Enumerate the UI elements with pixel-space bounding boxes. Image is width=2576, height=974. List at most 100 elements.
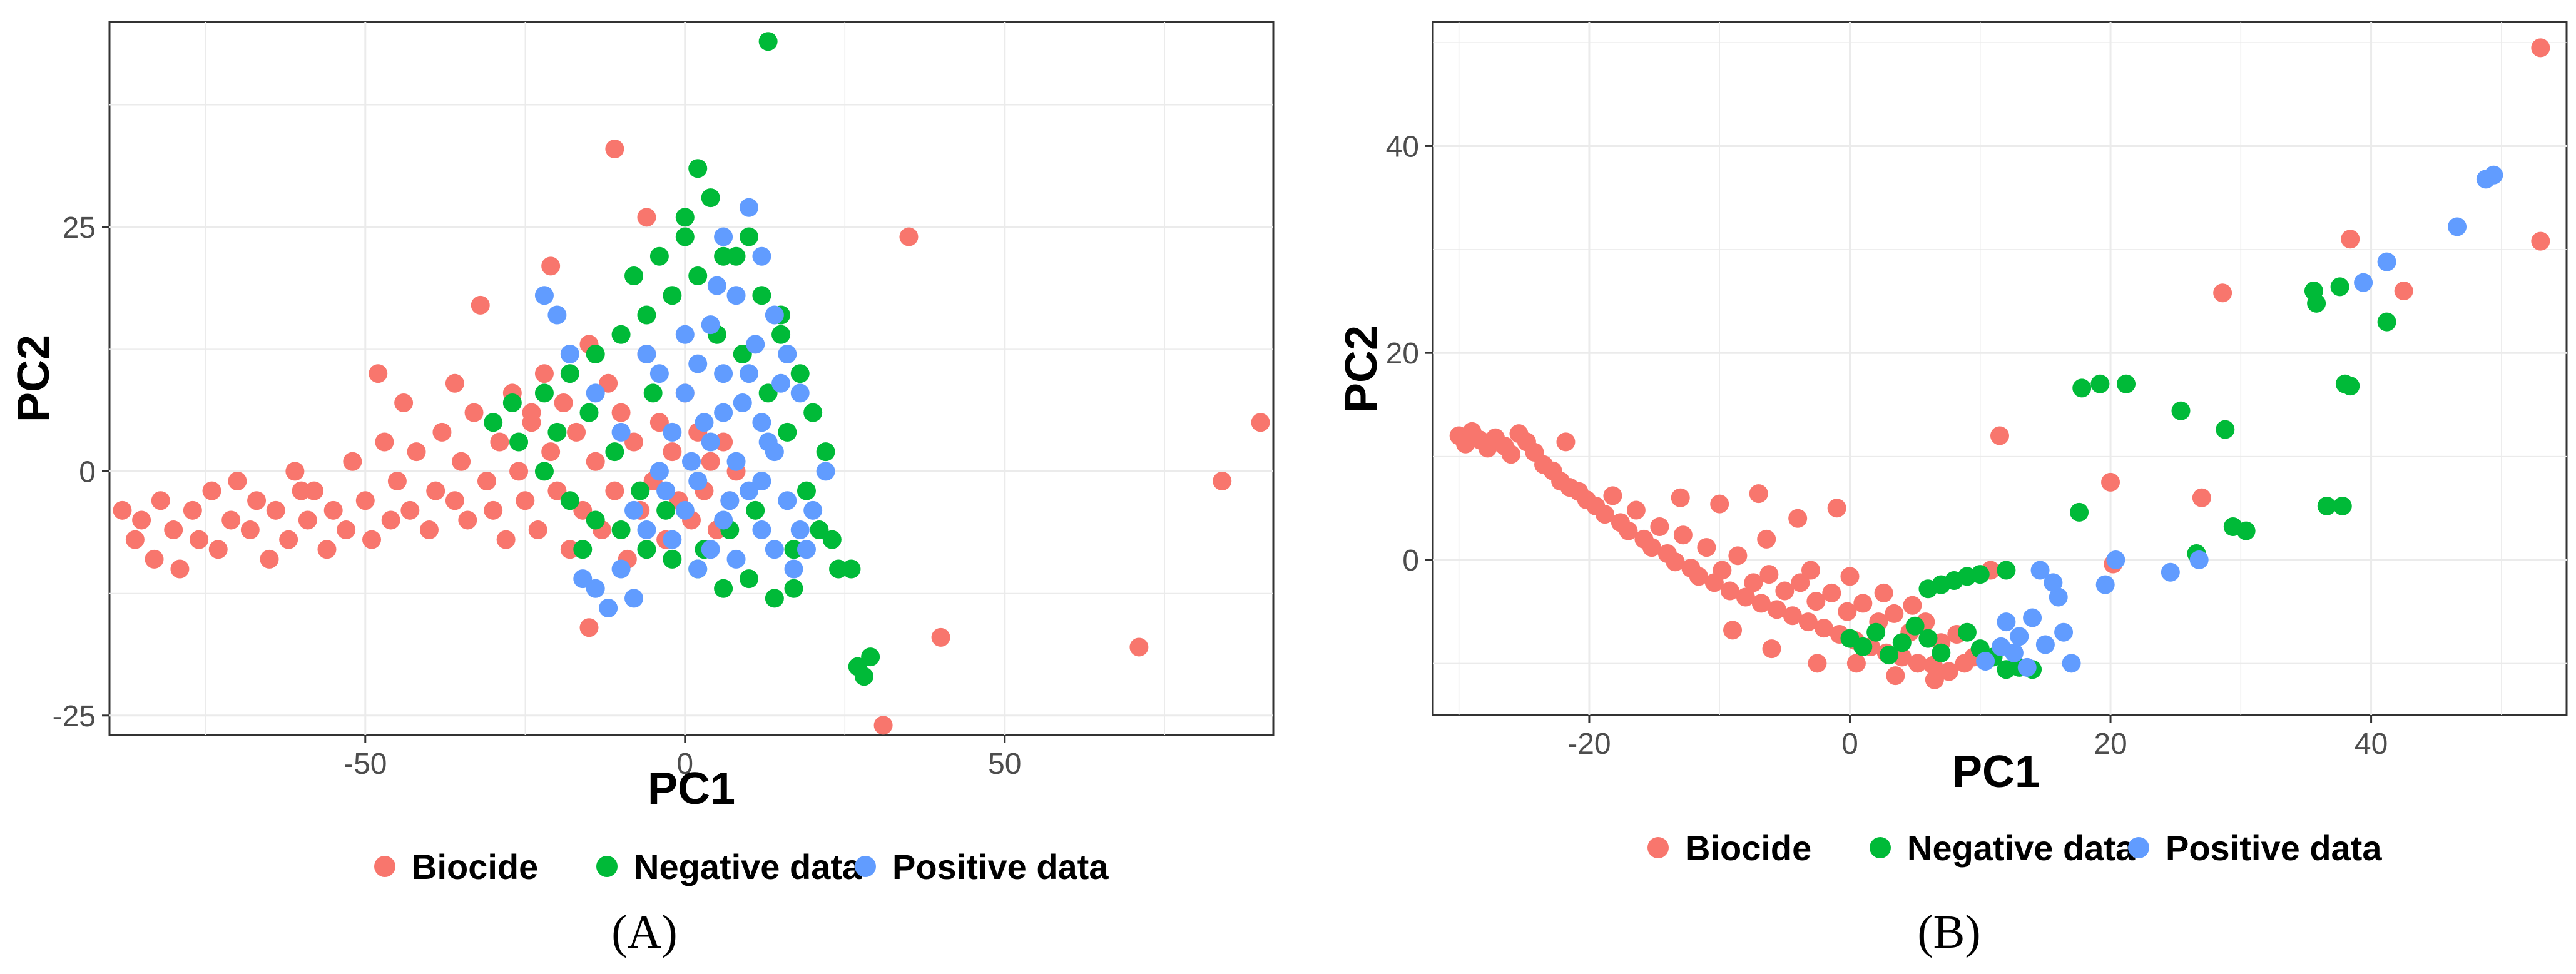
panel-a-point-negative-data: [739, 227, 758, 246]
panel-b-point-negative-data: [2090, 374, 2110, 393]
panel-b-point-biocide: [1840, 567, 1860, 586]
panel-a-point-positive-data: [778, 491, 797, 510]
panel-b-point-biocide: [1788, 509, 1808, 528]
panel-b-point-biocide: [1801, 561, 1820, 580]
panel-a-x-axis-title: PC1: [648, 764, 735, 814]
panel-a-point-negative-data: [573, 540, 593, 559]
panel-a-point-negative-data: [765, 589, 784, 608]
panel-a-point-negative-data: [758, 383, 778, 403]
panel-a-point-biocide: [931, 627, 950, 647]
panel-a-point-biocide: [899, 227, 919, 246]
panel-a-point-positive-data: [675, 325, 695, 344]
panel-a-point-biocide: [534, 364, 554, 383]
panel-a-point-biocide: [541, 442, 561, 462]
panel-b-point-biocide: [1762, 639, 1781, 659]
panel-a-point-biocide: [285, 462, 305, 481]
panel-b-point-biocide: [1666, 552, 1685, 572]
panel-a-point-biocide: [528, 520, 547, 540]
panel-b-point-positive-data: [2377, 252, 2396, 271]
panel-a-point-positive-data: [790, 520, 810, 540]
panel-b-point-positive-data: [2484, 165, 2503, 185]
panel-a-point-negative-data: [675, 208, 695, 227]
panel-a-point-biocide: [369, 364, 388, 383]
panel-a-point-negative-data: [758, 32, 778, 51]
panel-a-point-biocide: [567, 422, 586, 442]
legend-biocide-label: Biocide: [412, 847, 538, 886]
panel-a-point-positive-data: [784, 559, 803, 579]
panel-a-point-positive-data: [573, 569, 593, 589]
legend-negative-label: Negative data: [1907, 828, 2136, 868]
panel-a-point-biocide: [221, 510, 241, 530]
panel-a-point-biocide: [464, 403, 484, 422]
panel-a-point-biocide: [458, 510, 477, 530]
panel-b-point-positive-data: [2044, 573, 2063, 592]
panel-a-point-positive-data: [649, 462, 669, 481]
panel-a-point-biocide: [452, 452, 471, 471]
panel-a-point-biocide: [132, 510, 151, 530]
panel-a-point-positive-data: [695, 413, 714, 432]
legend-biocide-label: Biocide: [1685, 828, 1811, 868]
panel-a-point-positive-data: [726, 549, 746, 569]
panel-a-point-negative-data: [733, 344, 752, 363]
panel-a-point-biocide: [432, 422, 452, 442]
panel-a-gridlines: [109, 22, 1273, 735]
panel-a-point-negative-data: [714, 246, 733, 266]
panel-b-point-biocide: [1903, 596, 1922, 615]
panel-b-point-positive-data: [1992, 637, 2011, 656]
panel-b-point-biocide: [1626, 500, 1646, 520]
panel-a-point-positive-data: [637, 344, 656, 363]
panel-a-point-biocide: [419, 520, 439, 540]
panel-b-point-biocide: [1603, 486, 1622, 505]
panel-b-point-biocide: [1736, 587, 1755, 607]
panel-a-point-biocide: [649, 413, 669, 432]
panel-a-point-positive-data: [752, 413, 771, 432]
panel-a-point-biocide: [445, 373, 464, 393]
panel-a-point-positive-data: [752, 246, 771, 266]
panel-b-point-biocide: [1556, 432, 1576, 452]
panel-b-x-tick-label: 20: [2094, 728, 2127, 761]
panel-a-point-positive-data: [586, 383, 605, 403]
panel-a-point-negative-data: [534, 383, 554, 403]
panel-b-x-tick-label: 40: [2355, 728, 2388, 761]
panel-a-point-negative-data: [605, 442, 624, 462]
panel-b-point-negative-data: [2171, 401, 2191, 420]
panel-b-point-biocide: [2213, 283, 2232, 303]
panel-a-point-biocide: [400, 500, 420, 520]
panel-a-y-tick-label: -25: [53, 700, 96, 733]
panel-a-point-positive-data: [707, 276, 726, 295]
panel-b-point-biocide: [1827, 499, 1846, 518]
panel-a-point-biocide: [240, 520, 260, 540]
panel-a-point-biocide: [701, 452, 720, 471]
panel-a-x-tick-label: -50: [344, 748, 387, 781]
panel-b-y-tick-label: 20: [1386, 337, 1419, 370]
panel-b-point-biocide: [1885, 604, 1904, 623]
panel-a-point-negative-data: [637, 540, 656, 559]
panel-b-point-negative-data: [1932, 643, 1951, 662]
panel-b-point-biocide: [1990, 426, 2009, 445]
panel-a-point-biocide: [624, 432, 644, 452]
panel-b-point-biocide: [1723, 621, 1743, 640]
panel-a-point-negative-data: [854, 667, 873, 686]
legend-negative-swatch: [1870, 837, 1891, 858]
panel-a-point-positive-data: [771, 373, 791, 393]
panel-a-point-positive-data: [701, 432, 720, 452]
legend-biocide-swatch: [374, 856, 395, 877]
panel-a-point-positive-data: [720, 491, 740, 510]
panel-b-point-biocide: [1846, 654, 1866, 673]
panel-a-legend: Biocide Negative data Positive data: [374, 847, 1109, 886]
panel-a-point-negative-data: [797, 481, 816, 500]
panel-b-point-positive-data: [2448, 217, 2467, 236]
panel-b-point-negative-data: [1879, 646, 1898, 665]
panel-a-point-positive-data: [624, 500, 644, 520]
panel-a-point-biocide: [407, 442, 426, 462]
panel-b-point-biocide: [1874, 583, 1893, 602]
panel-a-point-negative-data: [752, 286, 771, 305]
panel-b-point-negative-data: [2216, 420, 2235, 439]
panel-b-point-negative-data: [2377, 312, 2396, 332]
panel-a-point-positive-data: [714, 510, 733, 530]
panel-b-point-biocide: [1908, 654, 1927, 673]
panel-b-point-biocide: [1783, 606, 1802, 626]
panel-b-series-negative-data: [1840, 277, 2396, 679]
panel-a-point-positive-data: [778, 344, 797, 363]
panel-b-point-biocide: [1925, 670, 1944, 689]
